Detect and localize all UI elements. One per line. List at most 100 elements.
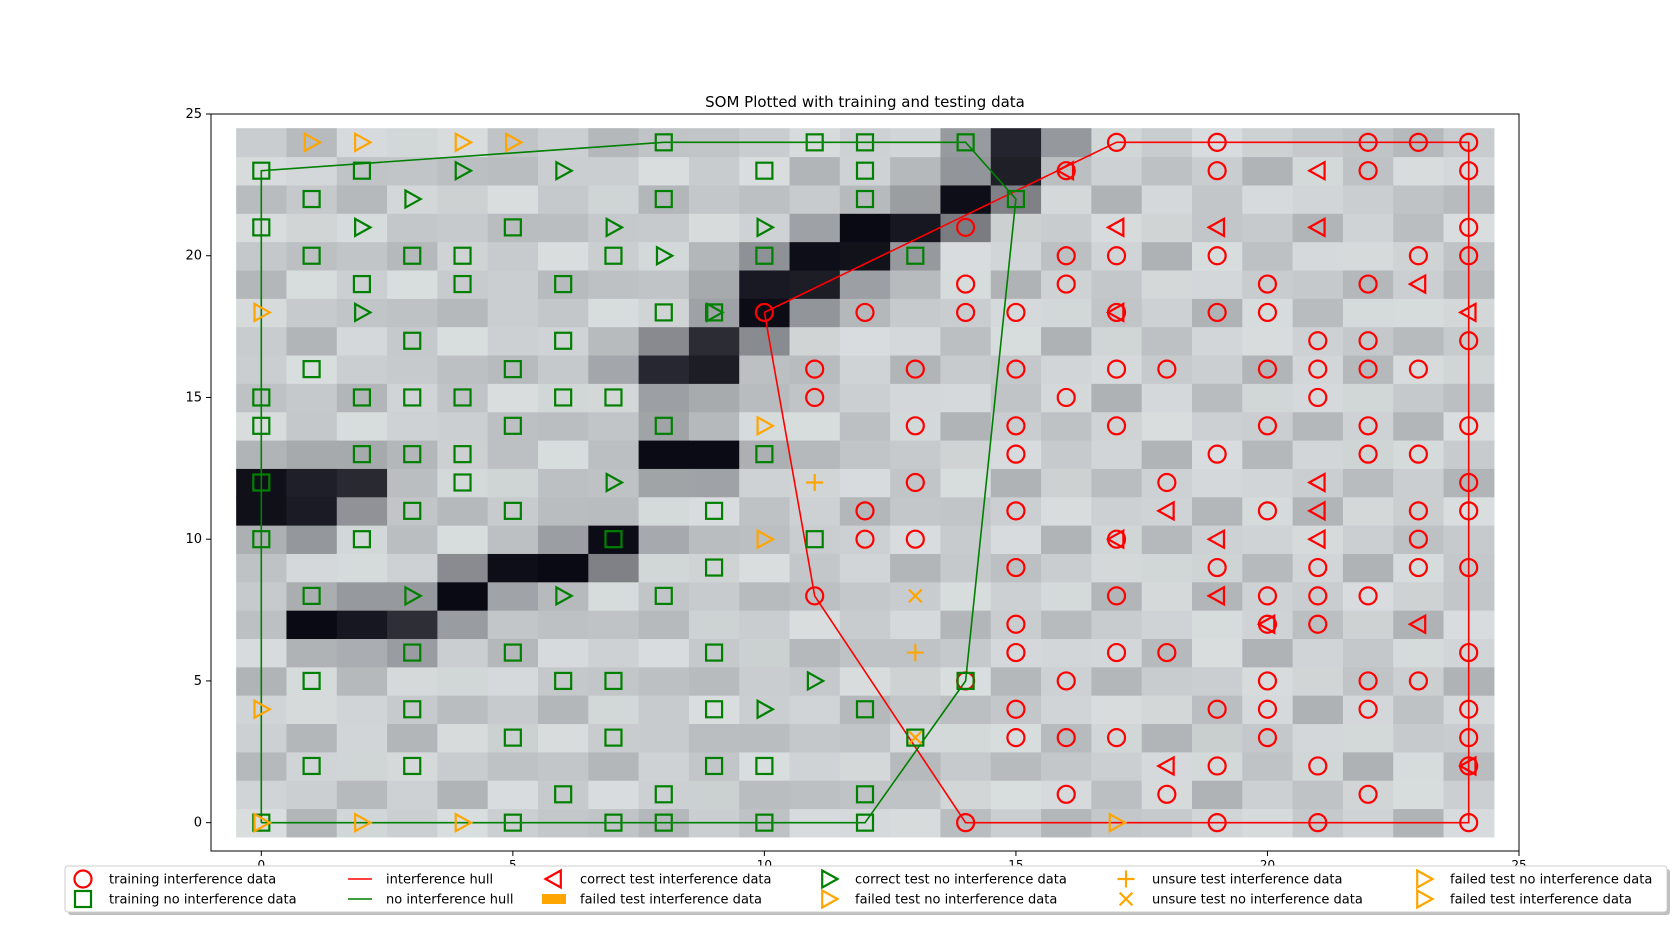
correct-test-no-interference-data-point bbox=[655, 245, 675, 267]
heatmap-cell bbox=[286, 723, 338, 753]
heatmap-cell bbox=[739, 439, 791, 469]
heatmap-cell bbox=[1342, 666, 1394, 696]
heatmap-cell bbox=[336, 581, 388, 611]
training-interference-data-point bbox=[905, 359, 925, 379]
training-no-interference-data-point bbox=[554, 388, 573, 407]
heatmap-cell bbox=[688, 213, 740, 243]
training-no-interference-data-point bbox=[604, 388, 623, 407]
training-interference-data-point bbox=[1207, 302, 1227, 323]
heatmap-cell bbox=[286, 553, 338, 583]
training-interference-data-point bbox=[855, 302, 875, 323]
heatmap-cell bbox=[437, 525, 489, 554]
heatmap-cell bbox=[990, 269, 1042, 299]
heatmap-cell bbox=[940, 241, 992, 271]
heatmap-cell bbox=[1041, 269, 1092, 299]
heatmap-cell bbox=[890, 468, 942, 498]
heatmap-cell bbox=[1342, 439, 1394, 469]
heatmap-cell bbox=[839, 354, 891, 384]
heatmap-cell bbox=[437, 610, 489, 640]
heatmap-cell bbox=[538, 213, 589, 243]
heatmap-cell bbox=[1091, 496, 1143, 526]
heatmap-cell bbox=[1242, 695, 1294, 725]
heatmap-cell bbox=[1041, 128, 1092, 158]
heatmap-cell bbox=[638, 411, 690, 441]
heatmap-cell bbox=[1342, 695, 1394, 725]
heatmap-cell bbox=[688, 354, 740, 384]
heatmap-cell bbox=[286, 184, 338, 214]
training-interference-data-point bbox=[1006, 642, 1026, 663]
heatmap-cell bbox=[538, 468, 589, 498]
heatmap-cell bbox=[990, 780, 1042, 810]
heatmap-cell bbox=[1242, 354, 1294, 384]
heatmap-cell bbox=[839, 383, 891, 413]
heatmap-cell bbox=[638, 354, 690, 384]
heatmap-cell bbox=[487, 468, 539, 498]
heatmap-cell bbox=[487, 695, 539, 725]
heatmap-cell bbox=[387, 128, 438, 158]
heatmap-cell bbox=[1342, 525, 1394, 554]
heatmap-cell bbox=[387, 695, 438, 725]
training-interference-data-point bbox=[1308, 387, 1328, 408]
heatmap-cell bbox=[1342, 468, 1394, 498]
heatmap-cell bbox=[588, 213, 640, 243]
heatmap-cell bbox=[336, 241, 388, 271]
correct-test-no-interference-data-point bbox=[354, 217, 373, 238]
training-interference-data-point bbox=[1459, 813, 1479, 833]
training-no-interference-data-point bbox=[956, 671, 975, 691]
heatmap-cell bbox=[1342, 780, 1394, 810]
heatmap-cell bbox=[286, 638, 338, 668]
heatmap-cell bbox=[990, 553, 1042, 583]
heatmap-cell bbox=[588, 468, 640, 498]
heatmap-cell bbox=[839, 439, 891, 469]
heatmap-cell bbox=[286, 156, 338, 186]
heatmap-cell bbox=[286, 326, 338, 356]
training-no-interference-data-point bbox=[855, 785, 875, 804]
heatmap-cell bbox=[890, 411, 942, 441]
training-no-interference-data-point bbox=[352, 388, 372, 407]
legend-label: failed test interference data bbox=[1450, 893, 1632, 908]
training-interference-data-point bbox=[1459, 557, 1479, 578]
heatmap-cell bbox=[1242, 156, 1294, 186]
heatmap-cell bbox=[940, 581, 992, 611]
heatmap-cell bbox=[1242, 213, 1294, 243]
heatmap-cell bbox=[1041, 638, 1092, 668]
training-interference-data-point bbox=[1056, 671, 1076, 691]
heatmap-cell bbox=[890, 269, 942, 299]
heatmap-cell bbox=[1192, 213, 1243, 243]
unsure-test-no-interference-data-point bbox=[908, 588, 923, 604]
heatmap-cell bbox=[387, 184, 438, 214]
heatmap-cell bbox=[1091, 156, 1143, 186]
heatmap-cell bbox=[487, 780, 539, 810]
heatmap-cell bbox=[437, 156, 489, 186]
training-no-interference-data-point bbox=[704, 501, 724, 520]
heatmap-cell bbox=[1141, 723, 1193, 753]
heatmap-cell bbox=[387, 581, 438, 611]
heatmap-cell bbox=[286, 468, 338, 498]
heatmap-cell bbox=[1041, 751, 1092, 781]
heatmap-cell bbox=[1242, 553, 1294, 583]
heatmap-cell bbox=[1393, 326, 1445, 356]
training-no-interference-data-point bbox=[403, 756, 422, 776]
training-interference-data-point bbox=[805, 359, 825, 379]
failed-test-no-interference-data-point bbox=[756, 528, 776, 550]
heatmap-cell bbox=[1041, 354, 1092, 384]
heatmap-cell bbox=[990, 439, 1042, 469]
heatmap-cell bbox=[1242, 439, 1294, 469]
legend-marker bbox=[73, 869, 93, 889]
training-no-interference-data-point bbox=[554, 785, 573, 804]
heatmap-cell bbox=[688, 610, 740, 640]
training-no-interference-data-point bbox=[604, 813, 623, 832]
training-no-interference-data-point bbox=[805, 530, 824, 549]
heatmap-cell bbox=[286, 439, 338, 469]
heatmap-cell bbox=[990, 610, 1042, 640]
heatmap-cell bbox=[1141, 695, 1193, 725]
heatmap-cell bbox=[1091, 780, 1143, 810]
training-interference-data-point bbox=[1207, 557, 1227, 578]
heatmap-cell bbox=[739, 695, 791, 725]
heatmap-cell bbox=[588, 723, 640, 753]
heatmap-cell bbox=[839, 780, 891, 810]
training-interference-data-point bbox=[1459, 642, 1479, 663]
heatmap-cell bbox=[1091, 525, 1143, 554]
heatmap-cell bbox=[1292, 241, 1344, 271]
heatmap-cell bbox=[487, 723, 539, 753]
